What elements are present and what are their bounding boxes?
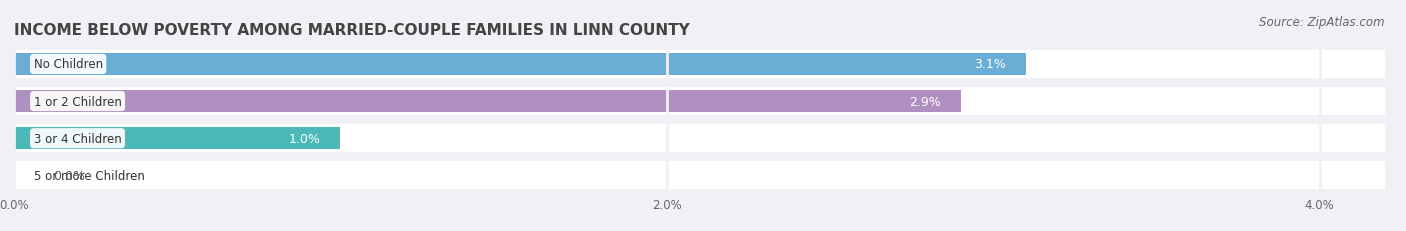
Text: 1.0%: 1.0% xyxy=(290,132,321,145)
Bar xyxy=(14,88,1385,116)
Bar xyxy=(14,128,340,150)
Bar xyxy=(14,51,1385,79)
Text: 1 or 2 Children: 1 or 2 Children xyxy=(34,95,121,108)
Bar xyxy=(14,125,1385,153)
Bar xyxy=(14,91,960,113)
Text: 3.1%: 3.1% xyxy=(974,58,1007,71)
Bar xyxy=(14,54,1026,76)
Text: 0.0%: 0.0% xyxy=(53,169,86,182)
Text: INCOME BELOW POVERTY AMONG MARRIED-COUPLE FAMILIES IN LINN COUNTY: INCOME BELOW POVERTY AMONG MARRIED-COUPL… xyxy=(14,23,690,38)
Text: 2.9%: 2.9% xyxy=(910,95,941,108)
Text: No Children: No Children xyxy=(34,58,103,71)
Text: 3 or 4 Children: 3 or 4 Children xyxy=(34,132,121,145)
Bar xyxy=(14,161,1385,190)
Text: 5 or more Children: 5 or more Children xyxy=(34,169,145,182)
Text: Source: ZipAtlas.com: Source: ZipAtlas.com xyxy=(1260,16,1385,29)
